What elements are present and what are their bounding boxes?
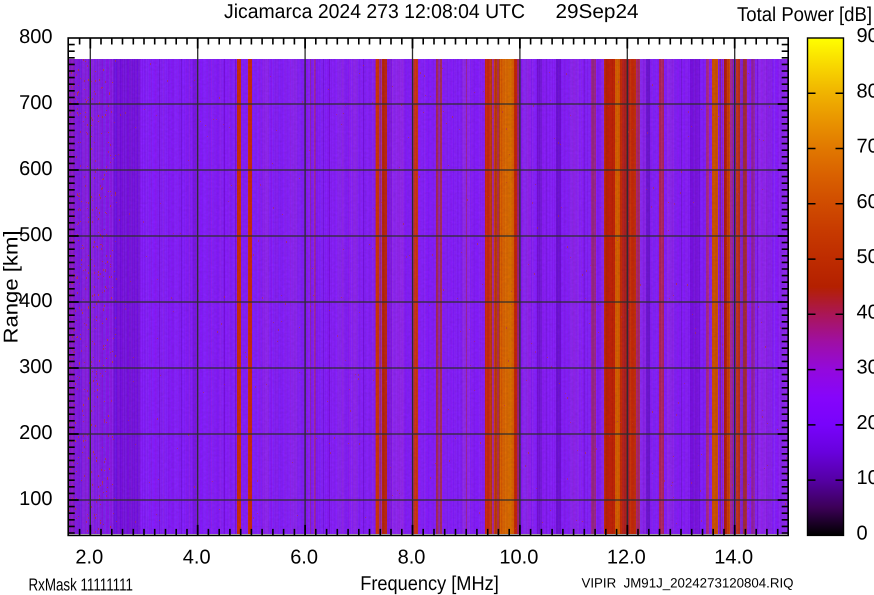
svg-text:30: 30	[857, 357, 874, 379]
svg-text:RxMask 11111111: RxMask 11111111	[29, 575, 134, 595]
svg-text:40: 40	[857, 301, 874, 323]
svg-text:Jicamarca 2024 273 12:08:04 UT: Jicamarca 2024 273 12:08:04 UTC	[224, 1, 525, 23]
svg-text:Range [km]: Range [km]	[1, 231, 23, 344]
svg-text:6.0: 6.0	[290, 547, 318, 569]
svg-text:200: 200	[19, 422, 52, 444]
svg-text:29Sep24: 29Sep24	[556, 1, 639, 23]
svg-text:100: 100	[19, 488, 52, 510]
svg-text:Total Power [dB]: Total Power [dB]	[737, 4, 872, 26]
svg-text:500: 500	[19, 224, 52, 246]
svg-text:12.0: 12.0	[607, 547, 646, 569]
svg-text:14.0: 14.0	[714, 547, 753, 569]
svg-text:20: 20	[857, 412, 874, 434]
svg-text:600: 600	[19, 158, 52, 180]
svg-text:Frequency [MHz]: Frequency [MHz]	[360, 573, 499, 595]
svg-text:50: 50	[857, 246, 874, 268]
svg-text:700: 700	[19, 92, 52, 114]
svg-text:300: 300	[19, 356, 52, 378]
svg-text:80: 80	[857, 80, 874, 102]
svg-text:60: 60	[857, 191, 874, 213]
svg-text:10.0: 10.0	[499, 547, 538, 569]
svg-text:90: 90	[857, 25, 874, 47]
svg-text:70: 70	[857, 136, 874, 158]
svg-text:8.0: 8.0	[398, 547, 426, 569]
svg-text:10: 10	[857, 467, 874, 489]
svg-text:2.0: 2.0	[75, 547, 103, 569]
svg-text:4.0: 4.0	[183, 547, 211, 569]
svg-text:VIPIR JM91J_2024273120804.RIQ: VIPIR JM91J_2024273120804.RIQ	[582, 576, 794, 591]
svg-text:800: 800	[19, 26, 52, 48]
svg-text:400: 400	[19, 290, 52, 312]
svg-text:0: 0	[857, 522, 868, 544]
